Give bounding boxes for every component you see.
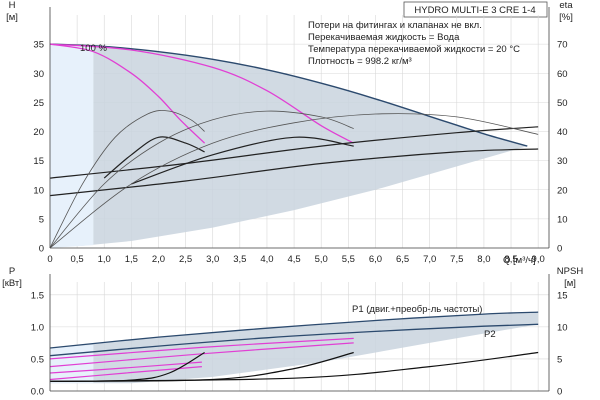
head-max-curve bbox=[49, 43, 528, 147]
eta-ytick-label: 60 bbox=[557, 69, 568, 80]
power-ytick-label: 1.0 bbox=[31, 322, 44, 333]
head-ytick-label: 20 bbox=[33, 127, 44, 138]
eta-ytick-label: 0 bbox=[557, 244, 562, 255]
head-xtick-label: 4,0 bbox=[260, 254, 273, 265]
p-pink-1-curve bbox=[49, 366, 202, 381]
head-xtick-label: 0 bbox=[47, 254, 52, 265]
npsh-ytick-label: 5 bbox=[557, 354, 562, 365]
power-axes: 0.0 0.5 1.0 1.5 0 5 10 15 bbox=[31, 274, 568, 398]
flow-xlabel: Q [м³/ч] bbox=[503, 255, 536, 266]
legend-line-2: Температура перекачиваемой жидкости = 20… bbox=[308, 44, 520, 55]
head-ylabel-0: H bbox=[9, 0, 16, 11]
head-curves bbox=[49, 43, 539, 249]
head-xtick-label: 3,0 bbox=[206, 254, 219, 265]
head-pink-2-curve bbox=[49, 43, 355, 144]
operating-area-fill bbox=[50, 44, 528, 247]
head-title-box bbox=[403, 1, 548, 18]
percent-annotation: 100 % bbox=[80, 43, 107, 54]
min-flow-area bbox=[50, 44, 94, 248]
legend-line-0: Потери на фитингах и клапанах не вкл. bbox=[308, 20, 482, 31]
head-chart: HYDRO MULTI-E 3 CRE 1-4 0 0,5 1,0 1,5 2,0 2,5… bbox=[6, 0, 573, 266]
head-xtick-label: 4,5 bbox=[287, 254, 300, 265]
head-ytick-label: 0 bbox=[39, 244, 44, 255]
operating-area bbox=[50, 44, 528, 248]
eta-ytick-label: 70 bbox=[557, 40, 568, 51]
head-small-2-curve bbox=[131, 136, 354, 185]
head-xtick-label: 5,5 bbox=[342, 254, 355, 265]
head-xtick-label: 2,5 bbox=[179, 254, 192, 265]
head-axes: 0 0,5 1,0 1,5 2,0 2,5 3,0 3,5 4,0 4,5 5,0 5,5 6,0 6,5… bbox=[33, 7, 568, 265]
head-ytick-label: 10 bbox=[33, 185, 44, 196]
p-pink-2-curve bbox=[49, 361, 202, 374]
head-ytick-label: 25 bbox=[33, 98, 44, 109]
eta-ylabel-1: [%] bbox=[559, 12, 573, 23]
chart-title: HYDRO MULTI-E 3 CRE 1-4 bbox=[414, 5, 535, 16]
head-xtick-label: 3,5 bbox=[233, 254, 246, 265]
head-xtick-label: 5,0 bbox=[315, 254, 328, 265]
npsh-ytick-label: 0 bbox=[557, 387, 562, 398]
head-ylabel-1: [м] bbox=[6, 12, 18, 23]
p1-curve bbox=[49, 311, 539, 349]
head-small-1-curve bbox=[103, 136, 205, 179]
head-xtick-label: 8,5 bbox=[504, 254, 517, 265]
power-ytick-label: 1.5 bbox=[31, 290, 44, 301]
p2-series-label: P2 bbox=[484, 329, 496, 340]
head-xtick-label: 7,5 bbox=[450, 254, 463, 265]
npsh-ylabel-1: [м] bbox=[564, 278, 576, 289]
p-pink-4-curve bbox=[49, 337, 354, 360]
npsh-ylabel-0: NPSH bbox=[557, 266, 584, 277]
eta-ytick-label: 40 bbox=[557, 127, 568, 138]
eta-ytick-label: 10 bbox=[557, 214, 568, 225]
p1-series-label: P1 (двиг.+преобр-ль частоты) bbox=[352, 304, 482, 315]
head-xtick-label: 9,0 bbox=[532, 254, 545, 265]
power-curves bbox=[49, 311, 539, 382]
head-xtick-label: 6,0 bbox=[369, 254, 382, 265]
npsh-3-curve bbox=[49, 351, 539, 382]
eta-ytick-label: 30 bbox=[557, 156, 568, 167]
power-ytick-label: 0.0 bbox=[31, 387, 44, 398]
head-low-curve bbox=[49, 148, 539, 197]
head-ytick-label: 35 bbox=[33, 40, 44, 51]
head-ytick-label: 30 bbox=[33, 69, 44, 80]
power-ylabel-0: P bbox=[9, 266, 15, 277]
head-ytick-label: 5 bbox=[39, 214, 44, 225]
eta-ylabel-0: eta bbox=[559, 0, 573, 11]
npsh-ytick-label: 10 bbox=[557, 322, 568, 333]
npsh-ytick-label: 15 bbox=[557, 290, 568, 301]
eta-1-curve bbox=[49, 110, 205, 249]
head-mid-curve bbox=[49, 126, 539, 179]
eta-ytick-label: 50 bbox=[557, 98, 568, 109]
legend-line-3: Плотность = 998.2 кг/м³ bbox=[308, 56, 412, 67]
head-xtick-label: 6,5 bbox=[396, 254, 409, 265]
power-ylabel-1: [кВт] bbox=[2, 278, 22, 289]
head-xtick-label: 1,0 bbox=[98, 254, 111, 265]
eta-ytick-label: 20 bbox=[557, 185, 568, 196]
power-ytick-label: 0.5 bbox=[31, 354, 44, 365]
legend-line-1: Перекачиваемая жидкость = Вода bbox=[308, 32, 460, 43]
head-xtick-label: 1,5 bbox=[125, 254, 138, 265]
head-xtick-label: 7,0 bbox=[423, 254, 436, 265]
head-xtick-label: 8,0 bbox=[477, 254, 490, 265]
head-ytick-label: 15 bbox=[33, 156, 44, 167]
power-chart: 0.0 0.5 1.0 1.5 0 5 10 15 P [кВт] NPSH [м] P1 (… bbox=[2, 266, 583, 398]
head-xtick-label: 0,5 bbox=[71, 254, 84, 265]
head-pink-1-curve bbox=[49, 43, 206, 144]
eta-2-curve bbox=[49, 110, 354, 249]
eta-3-curve bbox=[49, 113, 539, 249]
head-xtick-label: 2,0 bbox=[152, 254, 165, 265]
p2-curve bbox=[49, 323, 539, 357]
